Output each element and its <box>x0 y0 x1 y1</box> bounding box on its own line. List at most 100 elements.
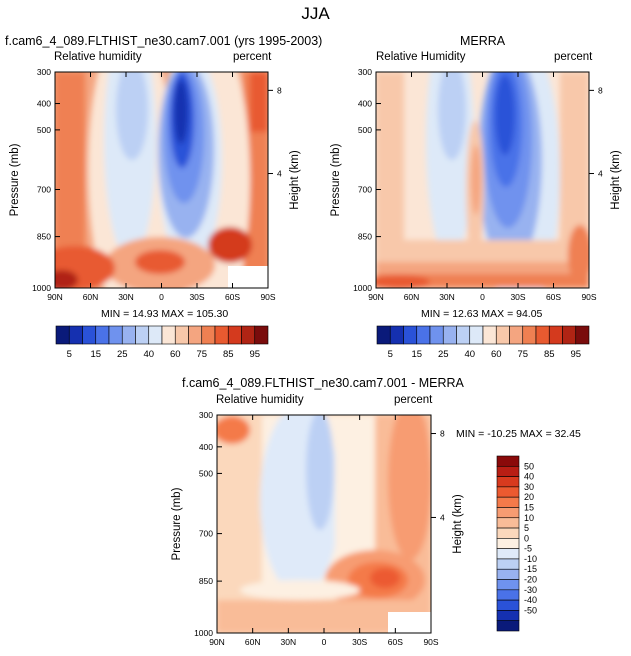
panel2-title: MERRA <box>460 34 506 48</box>
panel1-ytick-label: 700 <box>37 185 51 195</box>
colorbar1-label: 75 <box>196 349 207 360</box>
figure-title: JJA <box>301 4 330 23</box>
colorbar3-label: -5 <box>524 544 532 554</box>
axes-layer: 90N 60N 30N 0 30S 60S 90S300400500700850100084… <box>9 67 622 647</box>
colorbar3-label: 40 <box>524 472 534 482</box>
panel1-y2tick-label: 8 <box>277 85 282 95</box>
panel2-y2label: Height (km) <box>610 150 622 210</box>
colorbar2-swatch <box>522 325 537 345</box>
colorbar1-swatch <box>214 325 229 345</box>
panel1-ytick-label: 500 <box>37 125 51 135</box>
panel2-xtick-label: 30S <box>510 292 525 302</box>
colorbar3-swatch <box>496 465 520 477</box>
colorbar3-label: -15 <box>524 564 537 574</box>
colorbar3-swatch <box>496 589 520 601</box>
panel3-xtick-label: 30S <box>352 637 367 647</box>
panel1-y2label: Height (km) <box>289 150 301 210</box>
colorbar2-label: 95 <box>570 349 581 360</box>
panel1-xtick-label: 90S <box>260 292 275 302</box>
colorbar3-label: -20 <box>524 575 537 585</box>
colorbar1-label: 60 <box>170 349 181 360</box>
colorbar3-swatch <box>496 455 520 467</box>
colorbar2-label: 15 <box>411 349 422 360</box>
panel1-xtick-label: 30S <box>189 292 204 302</box>
colorbar2-swatch <box>509 325 524 345</box>
panel2-ytick-label: 300 <box>358 67 372 77</box>
colorbar3-label: 10 <box>524 513 534 523</box>
panel1-y2tick-label: 4 <box>277 169 282 179</box>
colorbar3-label: 5 <box>524 523 529 533</box>
colorbar3-swatch <box>496 517 520 529</box>
panel3-ytick-label: 500 <box>199 468 213 478</box>
colorbar1-swatch <box>121 325 136 345</box>
panel2-ytick-label: 700 <box>358 185 372 195</box>
panel2-xtick-label: 0 <box>480 292 485 302</box>
colorbar2-label: 25 <box>438 349 449 360</box>
panel1-right-label: percent <box>233 51 272 63</box>
colorbar1-swatch <box>174 325 189 345</box>
colorbar2-label: 5 <box>388 349 393 360</box>
panel2-xtick-label: 60S <box>546 292 561 302</box>
colorbar2-swatch <box>376 325 391 345</box>
panel3-ytick-label: 300 <box>199 410 213 420</box>
colorbar1-swatch <box>241 325 256 345</box>
colorbar1-swatch <box>55 325 70 345</box>
colorbar2-swatch <box>403 325 418 345</box>
panel2-xtick-label: 60N <box>404 292 420 302</box>
colorbar1-swatch <box>227 325 242 345</box>
colorbar3-swatch <box>496 568 520 580</box>
panel3-xtick-label: 0 <box>322 637 327 647</box>
panel1-xtick-label: 0 <box>159 292 164 302</box>
panel2-right-label: percent <box>554 51 593 63</box>
colorbar3-swatch <box>496 610 520 622</box>
panel2-y2tick-label: 8 <box>598 85 603 95</box>
colorbar2-swatch <box>442 325 457 345</box>
panel3-y2tick-label: 8 <box>440 429 445 439</box>
colorbar1-label: 85 <box>223 349 234 360</box>
panel2-ytick-label: 850 <box>358 232 372 242</box>
panel3-right-label: percent <box>394 394 433 406</box>
colorbar1-label: 5 <box>67 349 72 360</box>
panel1-left-label: Relative humidity <box>54 51 142 63</box>
panel2-stats: MIN = 12.63 MAX = 94.05 <box>421 308 543 320</box>
colorbar3-swatch <box>496 527 520 539</box>
panel3-xtick-label: 60S <box>388 637 403 647</box>
colorbar3-swatch <box>496 538 520 549</box>
colorbar1-swatch <box>254 325 269 345</box>
panel3-stats: MIN = -10.25 MAX = 32.45 <box>456 428 581 440</box>
colorbar3-swatch <box>496 548 520 560</box>
colorbar1-swatch <box>82 325 97 345</box>
colorbar2-label: 75 <box>517 349 528 360</box>
panel3-xtick-label: 90N <box>209 637 225 647</box>
panel2-plot <box>375 71 590 289</box>
colorbar2-swatch <box>456 325 471 345</box>
panel3-ylabel: Pressure (mb) <box>171 487 183 560</box>
panel2-ytick-label: 400 <box>358 99 372 109</box>
colorbar3-swatch <box>496 496 520 508</box>
panel3-title: f.cam6_4_089.FLTHIST_ne30.cam7.001 - MER… <box>182 376 464 390</box>
panel1-ytick-label: 850 <box>37 232 51 242</box>
panel3-xtick-label: 90S <box>423 637 438 647</box>
panel3-xtick-label: 60N <box>245 637 261 647</box>
colorbar3-label: -10 <box>524 554 537 564</box>
panel2-ylabel: Pressure (mb) <box>330 143 342 216</box>
colorbar2-swatch <box>495 325 510 345</box>
panel2-xtick-label: 90S <box>581 292 596 302</box>
colorbar1-swatch <box>95 325 110 345</box>
colorbar1-swatch <box>148 325 163 345</box>
colorbar3-label: -30 <box>524 585 537 595</box>
colorbar3-label: -40 <box>524 595 537 605</box>
colorbar1-swatch <box>188 325 203 345</box>
colorbar3-swatch <box>496 599 520 611</box>
panel3-ytick-label: 850 <box>199 576 213 586</box>
panel3-left-label: Relative humidity <box>216 394 304 406</box>
colorbar2-swatch <box>562 325 577 345</box>
panel1-plot <box>54 71 269 289</box>
colorbar2-swatch <box>416 325 431 345</box>
panel3-y2label: Height (km) <box>452 494 464 554</box>
panel3-plot <box>216 414 432 634</box>
colorbar2-label: 40 <box>464 349 475 360</box>
colorbar1-label: 95 <box>249 349 260 360</box>
colorbar2-swatch <box>482 325 497 345</box>
colorbar3-label: 30 <box>524 482 534 492</box>
